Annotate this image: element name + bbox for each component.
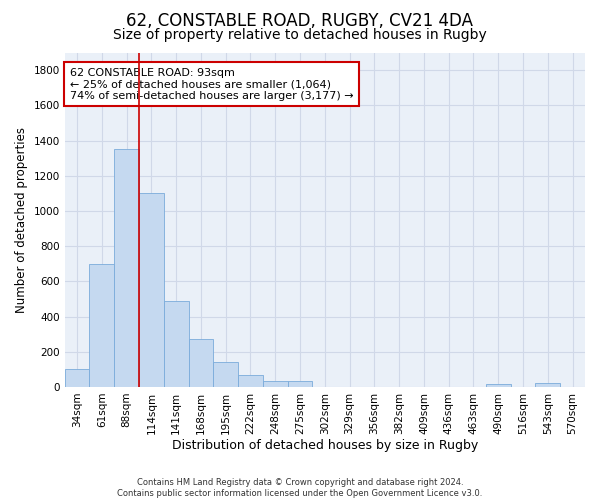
Text: 62, CONSTABLE ROAD, RUGBY, CV21 4DA: 62, CONSTABLE ROAD, RUGBY, CV21 4DA — [127, 12, 473, 30]
Bar — [214, 362, 238, 387]
Bar — [164, 300, 188, 387]
Bar — [89, 264, 114, 387]
Bar — [65, 370, 89, 387]
Bar — [238, 374, 263, 387]
Y-axis label: Number of detached properties: Number of detached properties — [15, 126, 28, 312]
Text: Size of property relative to detached houses in Rugby: Size of property relative to detached ho… — [113, 28, 487, 42]
Bar — [486, 384, 511, 387]
Bar — [535, 382, 560, 387]
Bar — [287, 381, 313, 387]
X-axis label: Distribution of detached houses by size in Rugby: Distribution of detached houses by size … — [172, 440, 478, 452]
Bar — [263, 381, 287, 387]
Bar — [114, 150, 139, 387]
Bar — [139, 194, 164, 387]
Text: Contains HM Land Registry data © Crown copyright and database right 2024.
Contai: Contains HM Land Registry data © Crown c… — [118, 478, 482, 498]
Bar — [188, 340, 214, 387]
Text: 62 CONSTABLE ROAD: 93sqm
← 25% of detached houses are smaller (1,064)
74% of sem: 62 CONSTABLE ROAD: 93sqm ← 25% of detach… — [70, 68, 353, 101]
